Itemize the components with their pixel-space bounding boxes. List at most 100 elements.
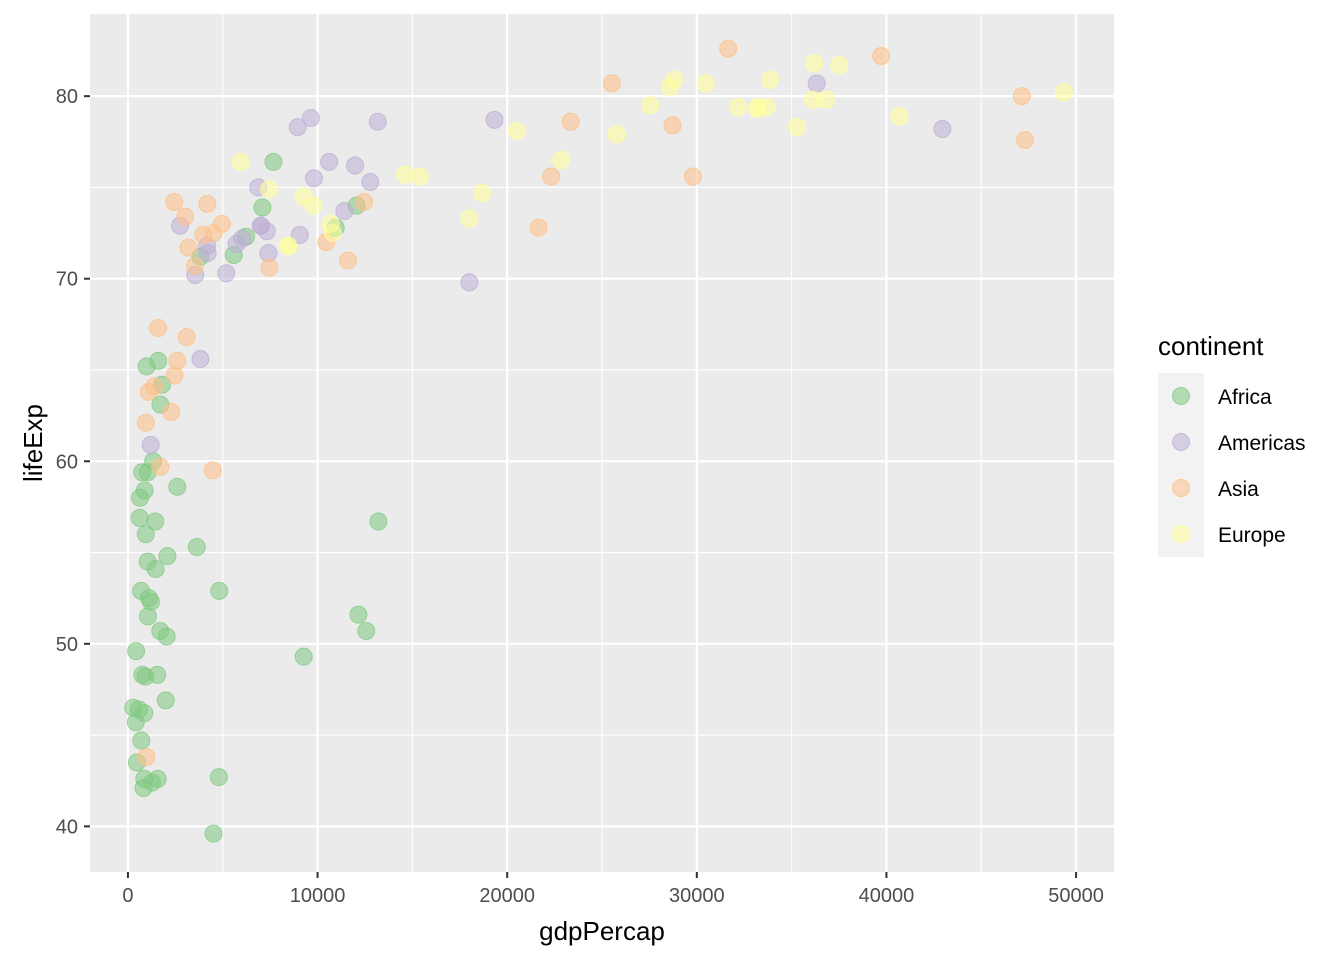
data-point-asia — [165, 366, 184, 385]
data-point-asia — [872, 46, 891, 65]
data-point-americas — [301, 109, 320, 128]
legend-entries: Africa Americas Asia Europe — [1172, 386, 1306, 547]
data-point-americas — [807, 74, 826, 93]
data-point-africa — [369, 512, 388, 531]
data-point-europe — [304, 196, 323, 215]
legend-key-americas — [1172, 433, 1190, 451]
data-point-africa — [127, 642, 146, 661]
data-point-europe — [728, 98, 747, 117]
data-point-africa — [204, 824, 223, 843]
data-point-africa — [143, 773, 162, 792]
data-point-asia — [194, 225, 213, 244]
data-point-americas — [141, 435, 160, 454]
data-point-africa — [209, 768, 228, 787]
y-tick-label: 60 — [56, 451, 78, 473]
data-point-americas — [304, 169, 323, 188]
data-point-asia — [1016, 130, 1035, 149]
data-point-africa — [136, 667, 155, 686]
legend-key-africa — [1172, 387, 1190, 405]
data-point-asia — [179, 238, 198, 257]
data-point-americas — [368, 112, 387, 131]
data-point-europe — [410, 167, 429, 186]
data-point-europe — [507, 121, 526, 140]
y-tick-label: 50 — [56, 634, 78, 656]
data-point-africa — [135, 704, 154, 723]
data-point-asia — [165, 193, 184, 212]
data-point-africa — [187, 538, 206, 557]
x-tick-label: 20000 — [479, 885, 535, 907]
data-point-asia — [683, 167, 702, 186]
data-point-europe — [761, 70, 780, 89]
data-point-asia — [602, 74, 621, 93]
data-point-asia — [162, 402, 181, 421]
data-point-asia — [339, 251, 358, 270]
major-gridlines — [90, 14, 1114, 872]
data-point-asia — [260, 258, 279, 277]
data-point-asia — [186, 256, 205, 275]
data-point-americas — [217, 264, 236, 283]
legend-key-europe — [1172, 525, 1190, 543]
data-point-africa — [264, 152, 283, 171]
data-point-europe — [641, 96, 660, 115]
x-axis-title: gdpPercap — [539, 916, 665, 946]
data-point-africa — [132, 731, 151, 750]
x-axis-ticks: 0 10000 20000 30000 40000 50000 — [122, 872, 1104, 907]
data-point-africa — [294, 647, 313, 666]
data-point-americas — [191, 350, 210, 369]
legend-label-africa: Africa — [1218, 386, 1272, 409]
data-point-europe — [551, 151, 570, 170]
data-point-europe — [607, 125, 626, 144]
data-point-africa — [136, 525, 155, 544]
legend-label-americas: Americas — [1218, 432, 1306, 455]
data-point-americas — [933, 120, 952, 139]
y-tick-label: 70 — [56, 269, 78, 291]
data-point-europe — [665, 70, 684, 89]
data-point-africa — [138, 552, 157, 571]
x-tick-label: 40000 — [859, 885, 915, 907]
data-point-asia — [137, 747, 156, 766]
data-point-europe — [473, 183, 492, 202]
data-point-europe — [231, 152, 250, 171]
data-point-europe — [323, 224, 342, 243]
data-point-americas — [346, 156, 365, 175]
data-point-europe — [696, 74, 715, 93]
data-point-asia — [542, 167, 561, 186]
y-axis-ticks: 40 50 60 70 80 — [56, 86, 90, 838]
data-point-asia — [149, 318, 168, 337]
data-point-americas — [485, 110, 504, 129]
legend-title: continent — [1158, 331, 1264, 361]
data-point-europe — [816, 90, 835, 109]
data-point-africa — [138, 607, 157, 626]
data-point-asia — [1012, 87, 1031, 106]
data-point-europe — [460, 209, 479, 228]
y-axis-title: lifeExp — [18, 404, 48, 482]
data-point-africa — [349, 605, 368, 624]
data-point-americas — [227, 235, 246, 254]
y-tick-label: 40 — [56, 816, 78, 838]
data-point-europe — [805, 54, 824, 73]
data-point-asia — [136, 413, 155, 432]
data-point-europe — [890, 107, 909, 126]
x-tick-label: 50000 — [1048, 885, 1104, 907]
data-point-europe — [787, 118, 806, 137]
x-tick-label: 10000 — [290, 885, 346, 907]
data-point-americas — [251, 216, 270, 235]
data-point-europe — [748, 98, 767, 117]
data-point-africa — [168, 477, 187, 496]
legend-label-europe: Europe — [1218, 524, 1286, 547]
data-point-asia — [355, 193, 374, 212]
data-point-asia — [561, 112, 580, 131]
data-point-europe — [1054, 83, 1073, 102]
data-point-asia — [529, 218, 548, 237]
legend-label-asia: Asia — [1218, 478, 1259, 501]
data-point-asia — [176, 207, 195, 226]
data-point-asia — [719, 39, 738, 58]
data-point-africa — [151, 622, 170, 641]
data-point-africa — [149, 351, 168, 370]
data-point-asia — [198, 194, 217, 213]
data-point-africa — [139, 589, 158, 608]
x-tick-label: 0 — [122, 885, 133, 907]
data-point-americas — [361, 172, 380, 191]
data-points — [124, 39, 1073, 843]
